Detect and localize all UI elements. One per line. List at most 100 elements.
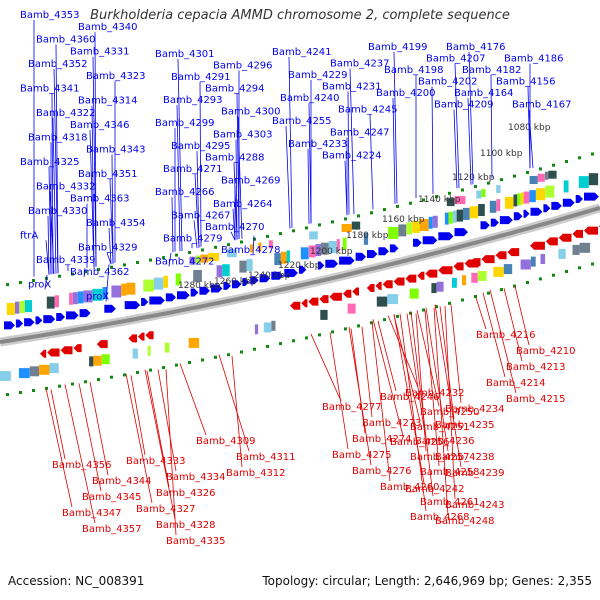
gene-callout-line [453, 109, 458, 189]
gene-label: Bamb_4238 [435, 452, 495, 463]
gene-callout-line [108, 228, 112, 264]
gene-callout-line [193, 220, 198, 248]
gene-label: Bamb_4340 [78, 22, 138, 33]
scale-label: 1280 kbp [178, 281, 221, 291]
gene-label: Bamb_4268 [410, 512, 470, 523]
forward-arrow [259, 274, 271, 283]
gene-callout-line [369, 114, 374, 210]
reverse-arrow [60, 346, 73, 355]
gene-callout-line [105, 264, 110, 302]
tick-dot [331, 220, 334, 224]
annotation-box [489, 200, 497, 213]
gene-label: Bamb_4300 [221, 107, 281, 118]
tick-dot [552, 163, 555, 167]
gene-label: Bamb_4274 [352, 434, 412, 445]
annotation-box [469, 206, 479, 219]
tick-dot [344, 327, 347, 331]
gene-callout-line [527, 86, 531, 169]
annotation-box [428, 216, 433, 229]
gene-callout-line [489, 289, 517, 394]
gene-label: Bamb_4247 [330, 128, 390, 139]
forward-arrow [367, 250, 378, 258]
gene-label: Bamb_4332 [36, 181, 96, 192]
gene-label: Bamb_4296 [213, 61, 273, 72]
tick-dot [227, 243, 230, 247]
tick-dot [383, 318, 386, 322]
tick-dot [84, 380, 87, 384]
scale-label: 1120 kbp [452, 173, 495, 183]
annotation-box [246, 259, 253, 272]
gene-callout-line [439, 306, 455, 420]
gene-label: Bamb_4334 [166, 472, 226, 483]
gene-callout-line [349, 68, 355, 215]
gene-callout-line [416, 310, 440, 407]
annotation-box [478, 204, 485, 216]
forward-arrow [271, 271, 284, 280]
gene-callout-line [92, 56, 97, 267]
gene-label: Bamb_4216 [476, 330, 536, 341]
tick-dot [591, 262, 594, 266]
annotation-box [15, 301, 20, 314]
gene-label: Bamb_4256 [390, 437, 450, 448]
annotation-box [520, 259, 531, 270]
gene-label: Bamb_4176 [446, 42, 506, 53]
reverse-arrow [319, 295, 329, 304]
annotation-box [537, 173, 545, 182]
gene-label: Bamb_4331 [70, 47, 130, 58]
forward-arrow [438, 232, 454, 241]
tick-dot [474, 295, 477, 298]
tick-dot [32, 389, 35, 392]
gene-callout-line [218, 354, 250, 452]
gene-label: Bamb_4344 [92, 476, 152, 487]
annotation-box [227, 249, 237, 258]
tick-dot [552, 273, 555, 277]
tick-dot [318, 223, 321, 227]
annotation-box [175, 273, 181, 286]
forward-arrow [530, 207, 543, 216]
gene-callout-line [230, 231, 236, 241]
tick-dot [435, 195, 438, 199]
forward-arrow [190, 288, 199, 297]
gene-callout-line [308, 103, 312, 224]
annotation-box [504, 196, 514, 209]
gene-callout-line [307, 149, 310, 224]
annotation-box [132, 348, 138, 359]
annotation-box [193, 270, 202, 282]
tick-dot [487, 291, 490, 295]
gene-callout-line [392, 98, 396, 204]
forward-arrow [284, 269, 298, 277]
annotation-box [540, 254, 546, 264]
gene-label: Bamb_4200 [376, 88, 436, 99]
forward-arrow [66, 311, 79, 320]
annotation-box [18, 368, 30, 379]
gene-callout-line [372, 319, 404, 437]
annotation-box [39, 364, 50, 375]
forward-arrow [551, 201, 562, 210]
tick-dot [370, 211, 373, 215]
annotation-box [274, 253, 281, 266]
forward-arrow [325, 259, 339, 268]
annotation-box [328, 241, 337, 253]
gene-callout-line [196, 151, 200, 248]
tick-dot [201, 358, 204, 362]
gene-callout-line [288, 56, 293, 228]
tick-dot [266, 234, 269, 238]
forward-arrow [513, 212, 523, 221]
gene-label: Bamb_4258 [420, 467, 480, 478]
gene-label: Bamb_4325 [20, 157, 80, 168]
annotation-box [535, 188, 546, 201]
forward-arrow [584, 192, 599, 201]
gene-callout-line [130, 375, 146, 456]
annotation-box [268, 240, 273, 249]
forward-arrow [317, 261, 325, 270]
gene-callout-line [490, 75, 493, 179]
annotation-box [320, 242, 329, 255]
gene-label: Bamb_4354 [86, 218, 146, 229]
annotation-box [239, 260, 247, 273]
forward-arrow [79, 309, 91, 318]
gene-callout-line [285, 126, 291, 229]
gene-callout-line [468, 51, 474, 185]
tick-dot [539, 167, 542, 171]
gene-callout-line [44, 274, 48, 290]
tick-dot [188, 361, 191, 364]
